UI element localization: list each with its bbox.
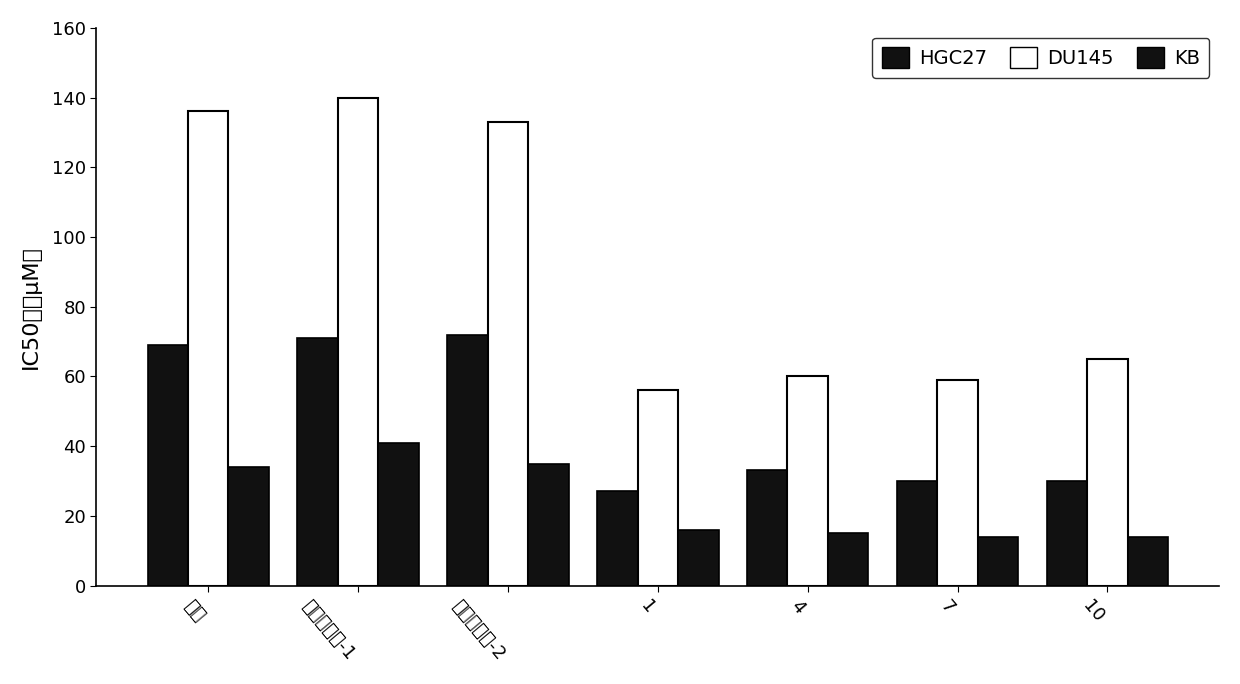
Bar: [978, 537, 1018, 586]
Bar: [897, 481, 937, 586]
Bar: [746, 471, 787, 586]
Bar: [528, 464, 569, 586]
Bar: [1127, 537, 1168, 586]
Bar: [487, 122, 528, 586]
Bar: [937, 380, 978, 586]
Bar: [637, 391, 678, 586]
Bar: [787, 376, 828, 586]
Bar: [828, 534, 868, 586]
Bar: [1087, 359, 1127, 586]
Bar: [228, 467, 269, 586]
Y-axis label: IC50値（μM）: IC50値（μM）: [21, 245, 41, 369]
Bar: [188, 111, 228, 586]
Bar: [598, 491, 637, 586]
Bar: [337, 98, 378, 586]
Bar: [448, 334, 487, 586]
Bar: [378, 443, 419, 586]
Bar: [298, 338, 337, 586]
Bar: [1047, 481, 1087, 586]
Bar: [148, 345, 188, 586]
Legend: HGC27, DU145, KB: HGC27, DU145, KB: [872, 38, 1209, 78]
Bar: [678, 529, 718, 586]
